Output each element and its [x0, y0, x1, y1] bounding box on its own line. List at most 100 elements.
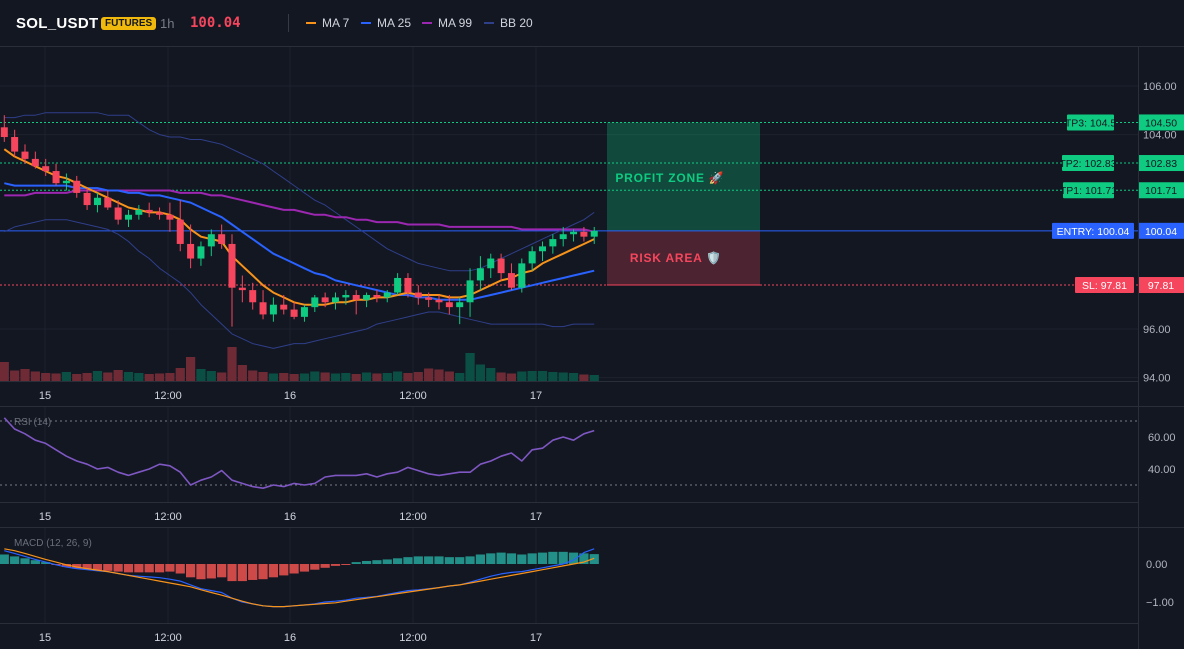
- candle-body: [290, 309, 298, 317]
- volume-bar: [82, 373, 92, 381]
- macd-histogram-bar: [72, 564, 82, 569]
- volume-bar: [20, 369, 30, 381]
- candle-body: [332, 297, 339, 303]
- volume-bar: [382, 373, 392, 381]
- volume-bar: [330, 373, 341, 381]
- volume-bar: [361, 372, 372, 381]
- ma25-line: [4, 182, 595, 301]
- volume-bar: [558, 372, 568, 381]
- candle-body: [280, 304, 288, 310]
- macd-histogram-bar: [113, 564, 123, 572]
- candle-body: [176, 219, 184, 244]
- level-tag-tp2: [1062, 155, 1114, 172]
- price-tick-label: 104.00: [1143, 130, 1177, 142]
- ma25-swatch: [361, 22, 371, 24]
- level-tag-tp1: [1063, 182, 1114, 199]
- candle-body: [31, 158, 39, 167]
- volume-bar: [341, 373, 351, 381]
- volume-bar: [41, 373, 51, 381]
- candle-body: [466, 280, 474, 303]
- macd-histogram-bar: [206, 564, 216, 579]
- candle-body: [590, 230, 598, 237]
- candle-body: [11, 137, 19, 152]
- macd-histogram-bar: [330, 564, 341, 566]
- candle-body: [114, 207, 122, 220]
- candle-body: [580, 231, 588, 237]
- legend-ma99-label: MA 99: [438, 16, 473, 30]
- volume-bar: [465, 353, 475, 381]
- volume-bar: [10, 370, 20, 381]
- legend-ma25[interactable]: MA 25: [361, 16, 411, 30]
- risk-area-label: RISK AREA 🛡️: [630, 251, 722, 265]
- time-tick-label: 12:00: [154, 390, 182, 402]
- price-axis-tag-tp2: [1139, 155, 1184, 172]
- legend-ma7[interactable]: MA 7: [306, 16, 349, 30]
- price-axis-tag-tp3: [1139, 114, 1184, 131]
- candle-body: [238, 287, 246, 291]
- candle-body: [425, 297, 433, 300]
- symbol-title[interactable]: SOL_USDT: [16, 15, 99, 32]
- macd-pane: 0.00 −1.00: [0, 548, 1174, 609]
- macd-histogram-bar: [444, 557, 454, 564]
- price-axis-tag-sl: [1139, 277, 1184, 294]
- macd-histogram-bar: [496, 552, 506, 564]
- timeframe-selector[interactable]: 1h: [160, 16, 175, 31]
- volume-bar: [393, 371, 403, 381]
- candle-body: [445, 302, 453, 308]
- price-axis-tag-text-sl: 97.81: [1148, 280, 1174, 292]
- macd-histogram-bar: [123, 564, 134, 573]
- macd-histogram-bar: [403, 557, 413, 564]
- legend-bb20[interactable]: BB 20: [484, 16, 533, 30]
- volume-bar: [92, 371, 103, 381]
- volume-bar: [496, 372, 506, 381]
- candle-body: [404, 277, 412, 293]
- macd-line: [4, 548, 595, 608]
- price-axis-tag-entry: [1139, 222, 1184, 239]
- volume-bar: [548, 372, 558, 381]
- time-tick-label: 16: [284, 511, 296, 523]
- macd-histogram-bar: [455, 557, 465, 564]
- volume-bar: [589, 375, 599, 381]
- candle-body: [125, 214, 132, 220]
- candle-body: [135, 209, 143, 215]
- macd-histogram-bar: [351, 562, 361, 564]
- volume-bar: [227, 347, 237, 381]
- macd-histogram-bar: [175, 564, 185, 574]
- candle-body: [363, 294, 371, 300]
- macd-histogram-bar: [289, 564, 299, 574]
- level-tag-text-tp2: TP2: 102.83: [1059, 158, 1116, 170]
- price-tick-label: 106.00: [1143, 81, 1177, 93]
- macd-histogram-bar: [517, 554, 527, 564]
- candle-body: [145, 209, 153, 213]
- header-divider: [288, 14, 289, 32]
- volume-bar: [517, 371, 527, 381]
- candle-body: [570, 231, 578, 235]
- candle-body: [373, 294, 381, 298]
- volume-bar: [165, 373, 175, 381]
- candle-body: [93, 197, 101, 206]
- candle-body: [311, 297, 319, 308]
- rsi-tick-label: 40.00: [1148, 464, 1176, 476]
- macd-histogram-bar: [165, 564, 175, 572]
- candle-body: [507, 273, 515, 288]
- price-axis-tag-text-tp2: 102.83: [1145, 158, 1177, 170]
- macd-histogram-bar: [475, 554, 485, 564]
- rsi-title: RSI (14): [14, 417, 51, 428]
- price-axis-tag-text-tp3: 104.50: [1145, 117, 1177, 129]
- macd-histogram-bar: [144, 564, 154, 573]
- volume-bar: [506, 373, 517, 381]
- candle-body: [83, 192, 91, 206]
- volume-bar: [268, 373, 278, 381]
- macd-histogram-bar: [268, 564, 278, 578]
- candles: [0, 115, 598, 327]
- candle-body: [197, 246, 205, 259]
- legend-ma99[interactable]: MA 99: [422, 16, 472, 30]
- volume-bar: [72, 374, 82, 381]
- candle-body: [187, 243, 195, 259]
- last-price: 100.04: [190, 15, 241, 31]
- volume-bar: [134, 373, 144, 381]
- candle-body: [528, 251, 536, 264]
- candle-body: [487, 258, 495, 269]
- macd-histogram-bar: [548, 551, 558, 564]
